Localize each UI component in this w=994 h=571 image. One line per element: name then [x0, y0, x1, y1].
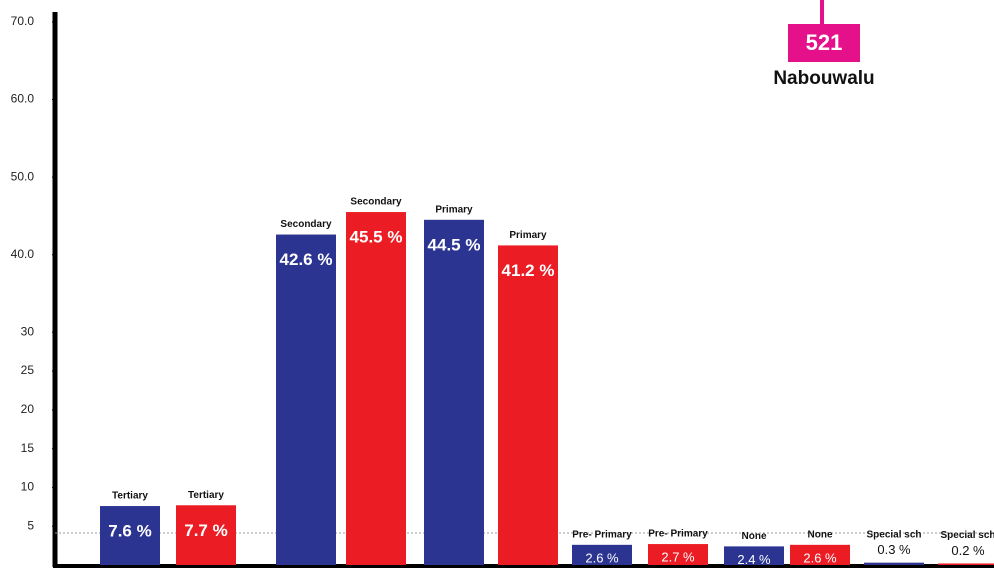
badge-value: 521	[806, 30, 843, 55]
y-tick-label: 50.0	[11, 169, 35, 183]
bar-value-label: 2.7 %	[661, 549, 695, 564]
bar-value-label: 7.7 %	[184, 521, 227, 540]
bar-value-label: 7.6 %	[108, 522, 151, 541]
y-tick-label: 25	[21, 363, 35, 377]
category-label: Special sch	[940, 530, 994, 541]
bar	[498, 245, 558, 566]
category-label: Special sch	[866, 529, 921, 540]
y-tick-label: 60.0	[11, 92, 35, 106]
bar-value-label: 2.6 %	[803, 550, 837, 565]
category-label: Secondary	[280, 219, 332, 230]
y-tick-label: 20	[21, 402, 35, 416]
bar	[938, 563, 994, 565]
category-label: Secondary	[350, 197, 402, 208]
bar	[864, 562, 924, 565]
y-tick-label: 40.0	[11, 247, 35, 261]
category-label: Pre- Primary	[572, 529, 632, 540]
y-tick-label: 30	[21, 324, 35, 338]
category-label: Tertiary	[112, 491, 148, 502]
category-label: Primary	[509, 230, 547, 241]
badge-label: Nabouwalu	[773, 68, 874, 89]
badge-box	[788, 24, 860, 62]
bar-value-label: 2.6 %	[585, 550, 619, 565]
bar	[790, 544, 850, 565]
category-label: None	[808, 529, 833, 540]
bar	[724, 546, 784, 565]
bar	[176, 505, 236, 565]
bar	[648, 544, 708, 565]
bar-value-label: 0.2 %	[951, 543, 985, 558]
category-label: Pre- Primary	[648, 529, 708, 540]
bar-value-label: 0.3 %	[877, 542, 911, 557]
y-tick-label: 10	[21, 480, 35, 494]
bar	[276, 234, 336, 565]
category-label: Tertiary	[188, 490, 224, 501]
category-label: None	[742, 531, 767, 542]
y-tick-label: 70.0	[11, 14, 35, 28]
y-tick-label: 15	[21, 441, 35, 455]
bar	[424, 219, 484, 566]
bar-value-label: 45.5 %	[350, 228, 403, 247]
bar-value-label: 41.2 %	[502, 261, 555, 280]
bar	[346, 212, 406, 566]
bar	[100, 506, 160, 565]
y-tick-label: 5	[27, 518, 34, 532]
bar	[572, 544, 632, 565]
bar-value-label: 2.4 %	[737, 552, 771, 567]
bar-value-label: 44.5 %	[428, 235, 481, 254]
category-label: Primary	[435, 204, 473, 215]
bar-value-label: 42.6 %	[280, 250, 333, 269]
